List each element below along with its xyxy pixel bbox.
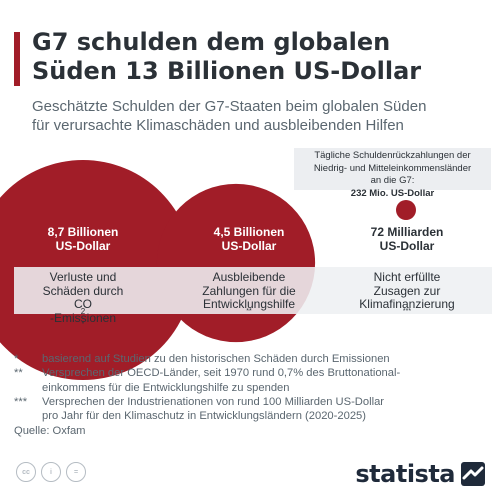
note-line: an die G7: 232 Mio. US-Dollar — [294, 175, 491, 200]
bubble-2 — [156, 183, 316, 343]
bubble-value-label: 4,5 Billionen US-Dollar — [189, 225, 309, 253]
cc-icon[interactable]: cc — [16, 462, 36, 482]
statista-logo-icon — [461, 462, 485, 486]
note-line: Tägliche Schuldenrückzahlungen der — [314, 150, 471, 161]
bubble-category-label: Ausbleibende Zahlungen für die Entwicklung… — [174, 270, 324, 315]
category-label-line: Verluste und — [49, 270, 117, 284]
footnote-text: Versprechen der Industrienationen von ru… — [42, 395, 384, 424]
source-label: Quelle: Oxfam — [14, 425, 86, 438]
footnote: *** Versprechen der Industrienationen vo… — [14, 395, 492, 424]
note-line: Niedrig- und Mitteleinkommensländer — [313, 162, 472, 174]
bubble-category-label: Verluste und Schäden durch CO 2 -Emissionen * — [8, 270, 158, 328]
bubble-value-line: US-Dollar — [379, 239, 435, 253]
page-title: G7 schulden dem globalen Süden 13 Billio… — [32, 28, 492, 86]
bubble-value-line: US-Dollar — [55, 239, 111, 253]
category-label-line: Schäden durch — [42, 283, 124, 298]
bubble-value-label: 72 Milliarden US-Dollar — [347, 225, 467, 253]
note-value: 232 Mio. US-Dollar — [350, 187, 435, 199]
equals-icon[interactable]: = — [66, 462, 86, 482]
footnote-line: einkommens für die Entwicklungshilfe zu … — [42, 381, 290, 394]
category-label-line: Klimafinanzierung *** — [359, 297, 455, 315]
footnotes: * basierend auf Studien zu den historisc… — [14, 352, 492, 439]
bubble-value-line: 8,7 Billionen — [47, 225, 119, 239]
footnote-line: basierend auf Studien zu den historische… — [42, 353, 390, 365]
footnote-text: Versprechen der OECD-Länder, seit 1970 r… — [42, 366, 400, 395]
title-line: Süden 13 Billionen US-Dollar — [32, 57, 422, 85]
title-accent-bar — [14, 32, 20, 86]
note-prefix: an die G7: — [370, 175, 415, 186]
footnote-mark: * — [14, 353, 19, 365]
footnote-line: Versprechen der OECD-Länder, seit 1970 r… — [42, 367, 401, 380]
statista-logo[interactable]: statista — [355, 460, 485, 488]
brand-name: statista — [355, 460, 455, 488]
category-label-line: Nicht erfüllte — [373, 270, 441, 284]
category-label-line: Zusagen zur — [373, 283, 441, 298]
footnote-text: basierend auf Studien zu den historische… — [42, 352, 390, 366]
title-line: G7 schulden dem globalen — [32, 28, 391, 56]
bubble-value-label: 8,7 Billionen US-Dollar — [23, 225, 143, 253]
category-label-line: CO 2 -Emissionen * — [49, 297, 117, 328]
category-label-line: Zahlungen für die — [202, 283, 296, 298]
debt-repayment-note: Tägliche Schuldenrückzahlungen der Niedr… — [294, 148, 491, 199]
category-label-line: Entwicklungshilfe ** — [202, 297, 296, 315]
footnote-line: pro Jahr für den Klimaschutz in Entwickl… — [42, 410, 366, 423]
footnote-mark: ** — [14, 367, 23, 380]
footnote-line: Versprechen der Industrienationen von ru… — [42, 395, 385, 408]
license-icons: cc i = — [16, 462, 86, 482]
category-label-line: Ausbleibende — [212, 270, 286, 284]
bubble-category-label: Nicht erfüllte Zusagen zur Klimafinanzieru… — [332, 270, 482, 315]
page-subtitle: Geschätzte Schulden der G7-Staaten beim … — [32, 97, 492, 135]
footnote: * basierend auf Studien zu den historisc… — [14, 352, 492, 366]
subtitle-line: Geschätzte Schulden der G7-Staaten beim … — [32, 98, 427, 115]
bubble-3 — [396, 200, 416, 220]
label-band — [14, 267, 492, 314]
info-icon[interactable]: i — [41, 462, 61, 482]
footnote-mark: *** — [14, 395, 28, 408]
subtitle-line: für verursachte Klimaschäden und ausblei… — [32, 117, 404, 134]
bubble-value-line: 4,5 Billionen — [213, 225, 285, 239]
footnote: ** Versprechen der OECD-Länder, seit 197… — [14, 366, 492, 395]
bubble-value-line: 72 Milliarden — [370, 225, 444, 239]
bubble-value-line: US-Dollar — [221, 239, 277, 253]
